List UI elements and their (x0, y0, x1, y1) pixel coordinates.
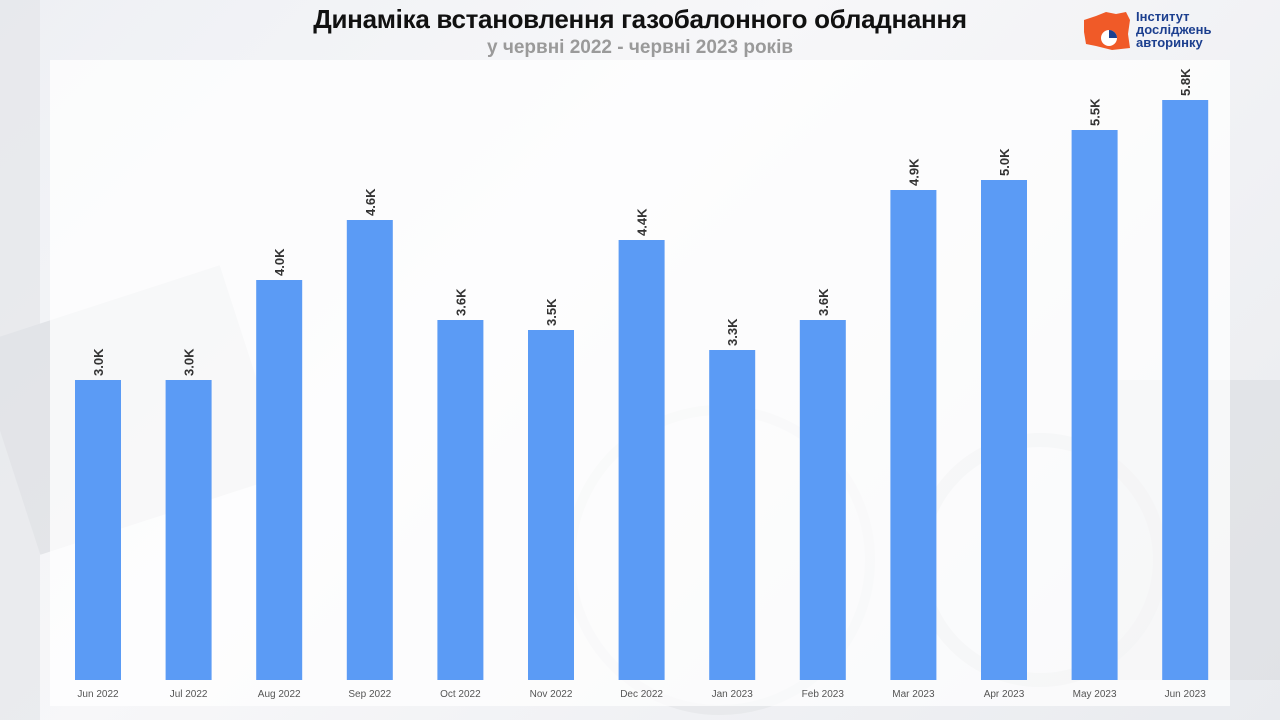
data-label-4: 3.6K (453, 288, 468, 316)
chart-subtitle: у червні 2022 - червні 2023 років (486, 37, 794, 58)
data-label-1: 3.0K (182, 348, 197, 376)
bar-2 (256, 280, 303, 680)
data-label-12: 5.8K (1178, 68, 1193, 96)
bar-7 (709, 350, 756, 680)
data-label-3: 4.6K (363, 188, 378, 216)
bar-3 (346, 220, 393, 680)
logo-line-1: Інститут (1136, 9, 1190, 24)
bar-10 (981, 180, 1027, 680)
bar-6 (618, 240, 665, 680)
bar-1 (165, 380, 212, 680)
data-label-10: 5.0K (997, 148, 1012, 176)
data-label-8: 3.6K (816, 288, 831, 316)
bar-5 (528, 330, 574, 680)
data-label-7: 3.3K (725, 318, 740, 346)
x-tick-label-0: Jun 2022 (77, 689, 119, 700)
x-tick-label-3: Sep 2022 (348, 689, 391, 700)
bar-4 (437, 320, 484, 680)
bar-0 (75, 380, 121, 680)
x-tick-label-12: Jun 2023 (1165, 689, 1207, 700)
institute-logo: Інститут досліджень авторинку (1082, 10, 1242, 52)
logo-line-2: досліджень (1136, 22, 1212, 37)
data-label-5: 3.5K (544, 298, 559, 326)
data-label-0: 3.0K (91, 348, 106, 376)
logo-line-3: авторинку (1136, 35, 1203, 50)
x-tick-label-1: Jul 2022 (170, 689, 208, 700)
x-tick-label-5: Nov 2022 (530, 689, 573, 700)
x-tick-label-11: May 2023 (1073, 689, 1117, 700)
x-tick-label-2: Aug 2022 (258, 689, 301, 700)
x-tick-label-6: Dec 2022 (620, 689, 663, 700)
logo-text: Інститут досліджень авторинку (1136, 10, 1212, 49)
data-label-9: 4.9K (906, 158, 921, 186)
x-tick-label-10: Apr 2023 (984, 689, 1025, 700)
chart-title: Динаміка встановлення газобалонного обла… (313, 4, 967, 34)
data-label-11: 5.5K (1088, 98, 1103, 126)
data-label-2: 4.0K (272, 248, 287, 276)
bar-11 (1071, 130, 1118, 680)
bar-12 (1162, 100, 1209, 680)
x-tick-label-7: Jan 2023 (712, 689, 754, 700)
x-tick-label-4: Oct 2022 (440, 689, 481, 700)
x-tick-label-9: Mar 2023 (892, 689, 935, 700)
data-label-6: 4.4K (635, 208, 650, 236)
x-tick-label-8: Feb 2023 (802, 689, 845, 700)
logo-map-icon (1084, 12, 1130, 50)
bar-8 (799, 320, 846, 680)
bar-9 (890, 190, 937, 680)
